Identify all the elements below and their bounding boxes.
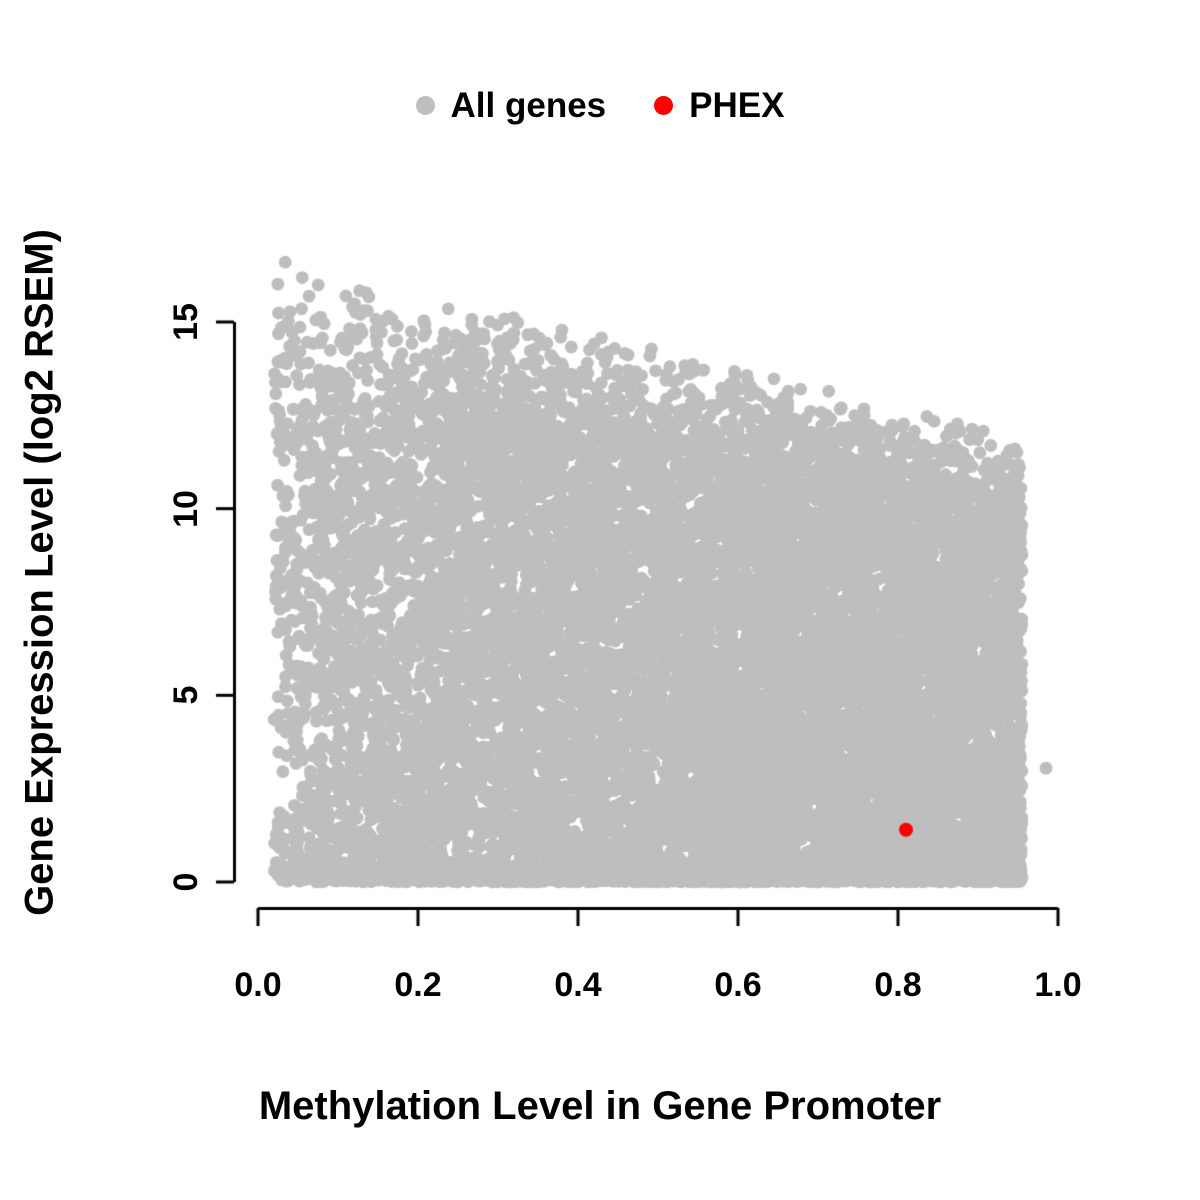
x-axis-title: Methylation Level in Gene Promoter: [258, 1084, 942, 1128]
all-genes-marker-icon: [415, 96, 435, 115]
x-tick-label: 0.2: [394, 966, 442, 1004]
y-tick-label: 10: [167, 489, 205, 528]
x-tick-label: 1.0: [1034, 966, 1082, 1004]
legend-label-all-genes: All genes: [450, 86, 607, 125]
legend-entry-phex: PHEX: [654, 88, 784, 123]
y-tick-label: 15: [167, 303, 205, 341]
legend-entry-all-genes: All genes: [415, 86, 607, 125]
y-tick-label: 0: [167, 872, 205, 892]
legend: All genes PHEX: [0, 88, 1200, 123]
phex-marker-icon: [654, 96, 674, 115]
y-tick-label: 5: [167, 685, 205, 705]
x-tick-label: 0.4: [554, 966, 602, 1004]
x-tick-label: 0.6: [714, 966, 762, 1004]
x-tick-label: 0.8: [874, 966, 922, 1004]
legend-label-phex: PHEX: [689, 86, 785, 125]
y-axis-title: Gene Expression Level (log2 RSEM): [17, 229, 62, 916]
x-tick-label: 0.0: [234, 966, 282, 1004]
